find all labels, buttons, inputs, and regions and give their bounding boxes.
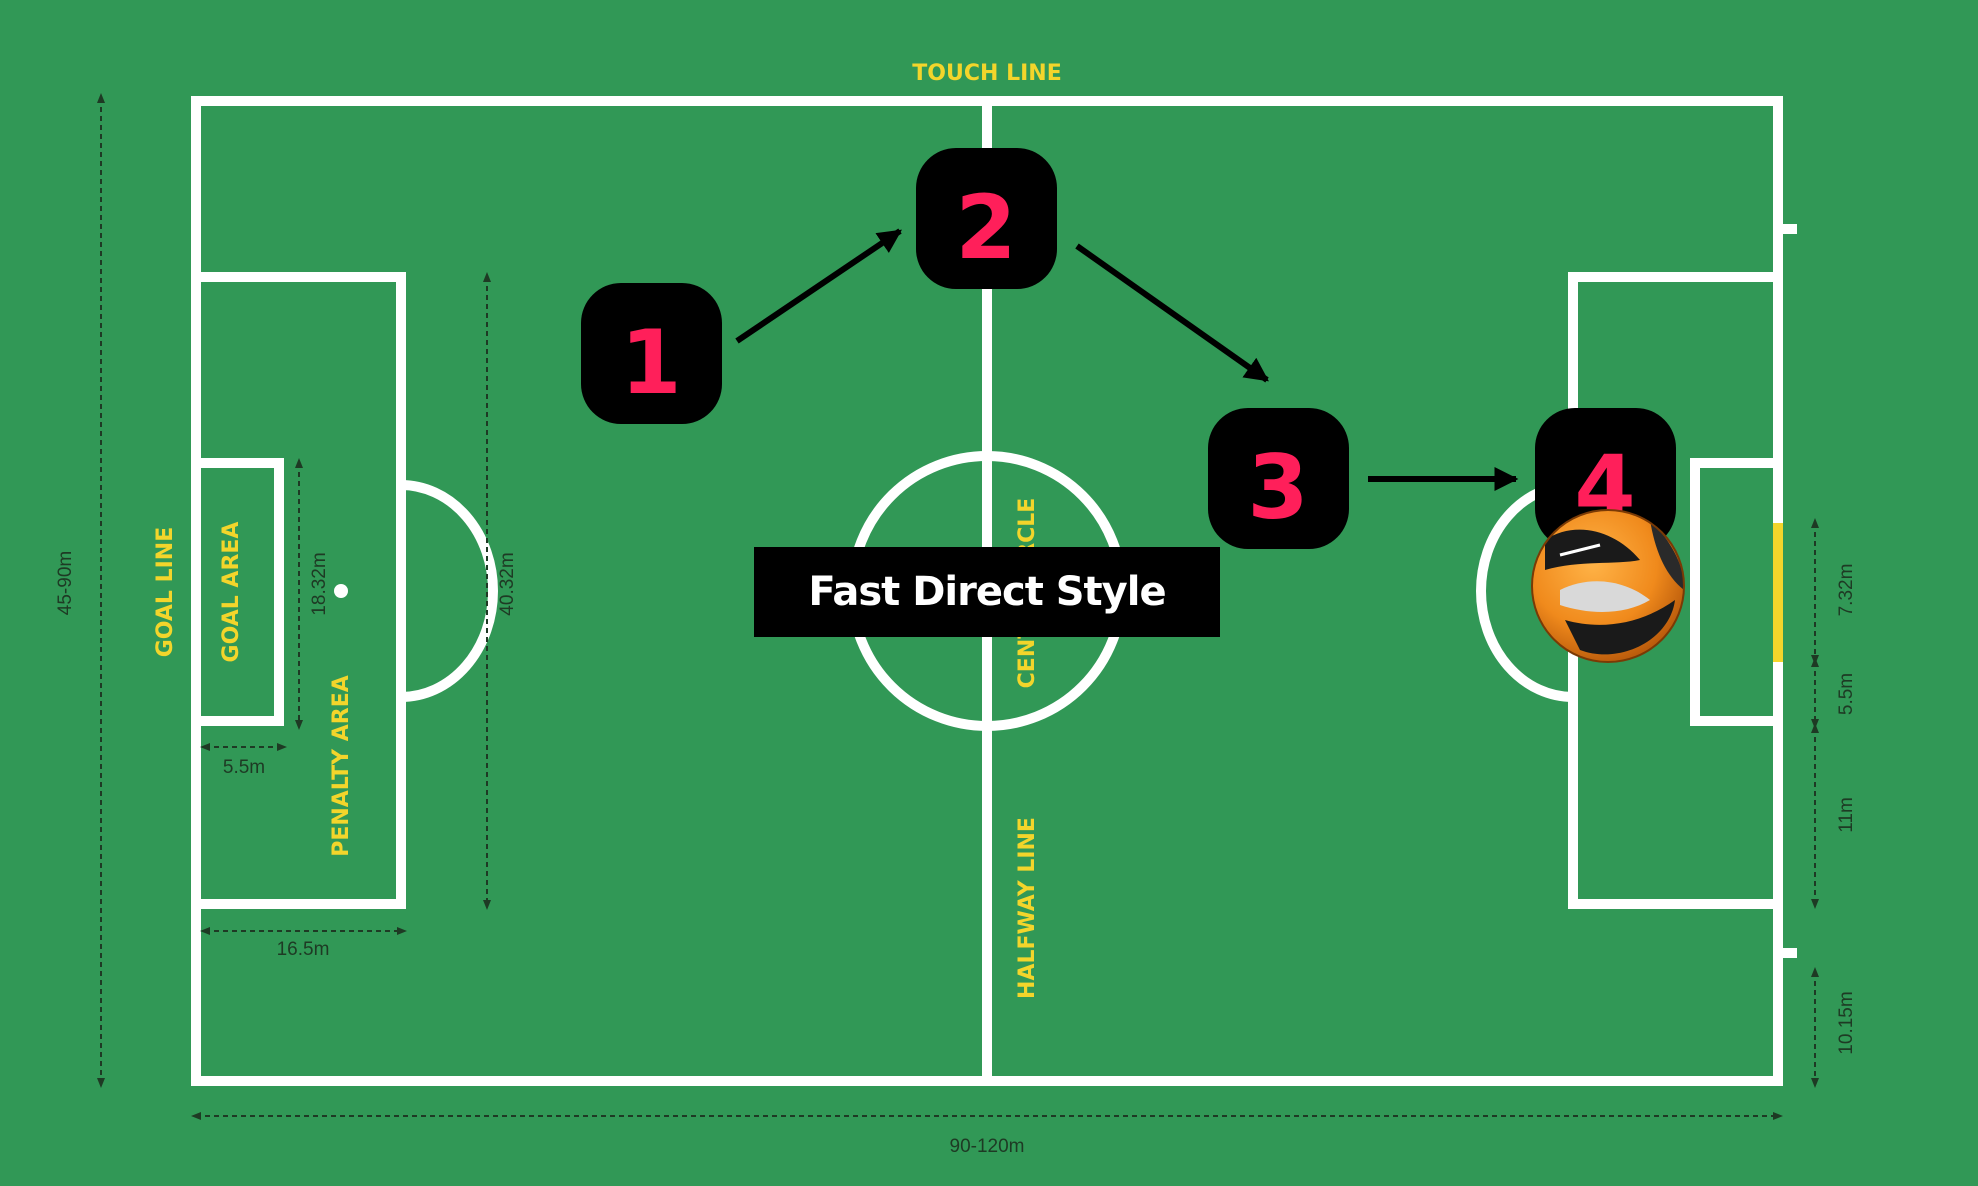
step-1: 1 [581, 283, 722, 424]
step-number: 1 [620, 311, 681, 414]
halfway-line-label: HALFWAY LINE [1015, 817, 1040, 999]
goal-mouth [1773, 523, 1783, 662]
step-2: 2 [916, 148, 1057, 289]
penalty-area-depth-dimension: 16.5m [277, 939, 330, 960]
step-number: 2 [955, 176, 1016, 279]
right-penalty-arc [1476, 480, 1574, 702]
left-penalty-arc [400, 480, 498, 702]
goal-area-width-dimension: 18.32m [309, 552, 330, 615]
goal-width-dimension: 7.32m [1836, 564, 1857, 617]
arrow-2-to-3 [1075, 243, 1269, 383]
step-3: 3 [1208, 408, 1349, 549]
length-dimension: 90-120m [950, 1136, 1025, 1157]
arrow-1-to-2 [735, 228, 902, 344]
width-dimension: 45-90m [55, 551, 76, 615]
corner-mark-dimension: 10.15m [1836, 991, 1857, 1054]
penalty-area-label: PENALTY AREA [329, 675, 354, 857]
goal-area-depth-dimension: 5.5m [223, 757, 265, 778]
goal-line-label: GOAL LINE [153, 527, 178, 658]
left-goal-area [191, 458, 284, 726]
goal-area-depth-right-dimension: 5.5m [1836, 673, 1857, 715]
dimension-lines [97, 93, 1819, 1120]
step-box [916, 148, 1057, 289]
soccer-ball-icon [1531, 509, 1685, 663]
touch-line-label: TOUCH LINE [912, 61, 1061, 86]
step-box [581, 283, 722, 424]
penalty-spot [334, 584, 348, 598]
right-goal-area [1690, 458, 1783, 726]
title-banner: Fast Direct Style [754, 547, 1220, 637]
penalty-spot-dimension: 11m [1836, 797, 1857, 833]
step-number: 3 [1247, 436, 1308, 539]
penalty-area-width-dimension: 40.32m [497, 552, 518, 615]
step-box [1208, 408, 1349, 549]
pass-arrows [735, 228, 1519, 491]
step-box [1535, 408, 1676, 549]
goal-area-label: GOAL AREA [219, 522, 244, 663]
